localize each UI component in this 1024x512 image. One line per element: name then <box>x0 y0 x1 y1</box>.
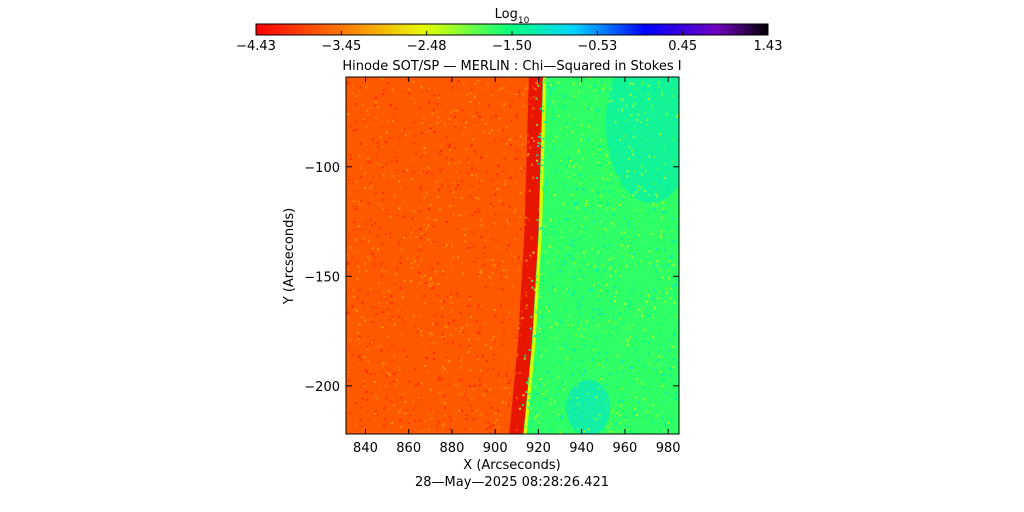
colorbar-tick-label: −3.45 <box>321 39 361 54</box>
disk-region <box>346 77 543 434</box>
colorbar-tick-label: 1.43 <box>754 39 783 54</box>
x-tick-label: 840 <box>353 441 378 456</box>
colorbar-tick-label: −4.43 <box>236 39 276 54</box>
off-limb-upper-right-region <box>605 77 679 203</box>
x-tick-label: 860 <box>396 441 421 456</box>
x-tick-label: 960 <box>613 441 638 456</box>
limb-edge <box>523 77 547 434</box>
colorbar-tick-label: −2.48 <box>407 39 447 54</box>
colorbar-tick-label: 0.45 <box>668 39 697 54</box>
x-tick-label: 940 <box>569 441 594 456</box>
plot-frame <box>345 76 680 435</box>
x-tick-label: 900 <box>483 441 508 456</box>
off-limb-lower-region <box>566 379 611 434</box>
colorbar-label: Log10 <box>495 7 530 26</box>
chart-title: Hinode SOT/SP — MERLIN : Chi—Squared in … <box>342 59 681 74</box>
x-tick-label: 920 <box>526 441 551 456</box>
colorbar-tick-label: −0.53 <box>577 39 617 54</box>
colorbar-tick-label: −1.50 <box>492 39 532 54</box>
timestamp-footer: 28—May—2025 08:28:26.421 <box>415 475 609 490</box>
x-tick-label: 880 <box>440 441 465 456</box>
colorbar <box>256 24 768 35</box>
y-tick-label: −150 <box>304 270 340 285</box>
y-tick-label: −100 <box>304 161 340 176</box>
heatmap-image <box>346 77 679 434</box>
limb-band <box>509 77 543 434</box>
x-axis-label: X (Arcseconds) <box>463 458 560 473</box>
y-axis-label: Y (Arcseconds) <box>282 208 297 305</box>
x-tick-label: 980 <box>656 441 681 456</box>
y-tick-label: −200 <box>304 380 340 395</box>
